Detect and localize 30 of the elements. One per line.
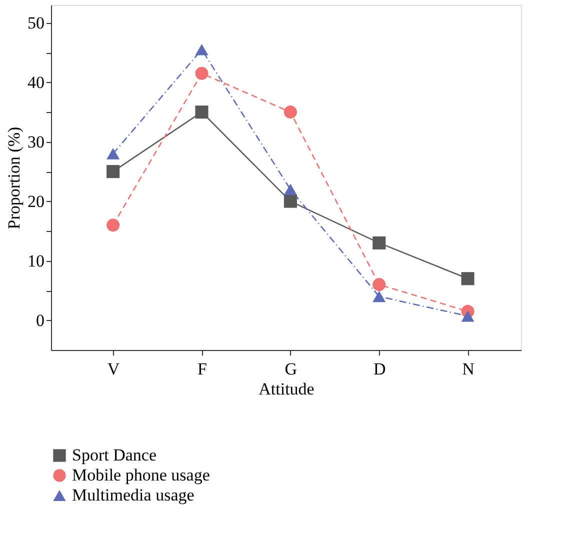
y-axis-title: Proportion (%): [4, 126, 24, 230]
x-tick-label: F: [198, 360, 207, 378]
point: [195, 66, 208, 80]
y-tick-label: 0: [36, 310, 44, 330]
x-tick-label: N: [462, 360, 474, 378]
legend-label: Mobile phone usage: [72, 466, 210, 484]
x-tick-label: V: [107, 360, 120, 378]
point: [284, 194, 297, 208]
x-tick-label: D: [373, 360, 386, 378]
y-tick-label: 50: [28, 13, 44, 32]
y-tick-label: 20: [28, 192, 44, 211]
point: [284, 106, 297, 119]
point: [195, 106, 208, 119]
point: [106, 148, 120, 160]
y-tick-label: 10: [28, 251, 44, 270]
point: [461, 272, 474, 286]
point: [284, 184, 297, 196]
legend-label: Sport Dance: [72, 446, 157, 464]
point: [106, 165, 120, 178]
point: [372, 278, 386, 292]
point: [461, 310, 474, 322]
point: [372, 236, 386, 250]
point: [195, 44, 208, 56]
legend-label: Multimedia usage: [72, 486, 194, 504]
point: [372, 290, 386, 302]
point: [106, 218, 120, 232]
y-tick-label: 40: [28, 72, 44, 92]
x-tick-label: G: [284, 360, 298, 378]
y-tick-label: 30: [28, 132, 44, 152]
x-axis-title: Attitude: [258, 380, 314, 398]
